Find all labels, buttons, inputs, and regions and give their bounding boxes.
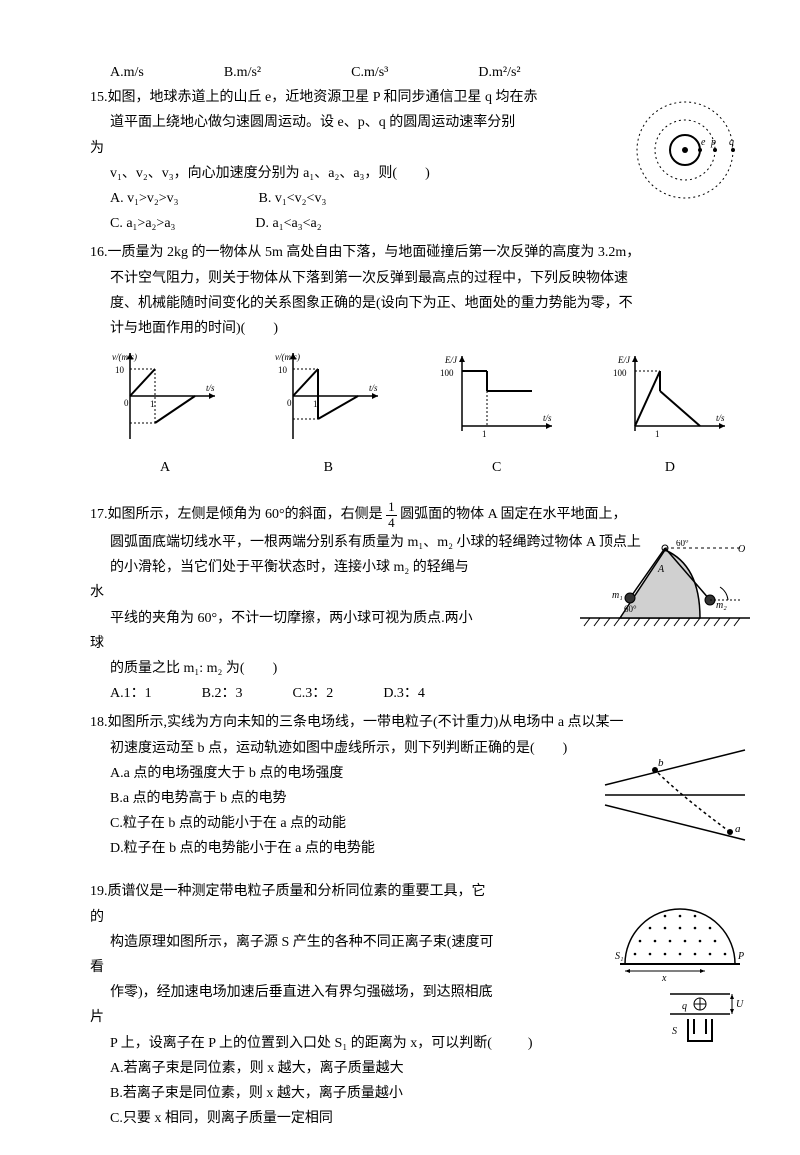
svg-text:O: O — [738, 544, 745, 555]
graph-d-label: D — [610, 455, 730, 480]
incline-diagram: 60° A m₁ m₂ 60° O — [580, 540, 750, 630]
svg-text:100: 100 — [440, 368, 454, 378]
q15-opts-cd: C. a₁>a₂>a₃ D. a₁<a₃<a₂ — [110, 211, 730, 236]
q17-opt-a: A.1：1 — [110, 681, 152, 706]
svg-text:100: 100 — [613, 368, 627, 378]
q17-opt-b: B.2：3 — [202, 681, 243, 706]
svg-text:60°: 60° — [624, 604, 637, 614]
graph-c: E/J t/s 100 1 C — [437, 351, 557, 480]
svg-text:E/J: E/J — [617, 355, 631, 365]
svg-text:b: b — [658, 757, 664, 769]
svg-text:q: q — [682, 1001, 687, 1012]
svg-text:A: A — [657, 564, 665, 575]
q16-l3: 度、机械能随时间变化的关系图象正确的是(设向下为正、地面处的重力势能为零，不 — [90, 291, 730, 316]
svg-text:60°: 60° — [676, 540, 689, 548]
field-lines-diagram: a b — [600, 740, 750, 850]
q17-opt-d: D.3：4 — [383, 681, 425, 706]
svg-text:0: 0 — [287, 398, 292, 408]
svg-text:S: S — [672, 1026, 677, 1037]
q17-l5: 的质量之比 m₁: m₂ 为( ) — [90, 656, 730, 681]
opt-b: B.m/s² — [224, 60, 261, 85]
q19-opt-a: A.若离子束是同位素，则 x 越大，离子质量越大 — [90, 1056, 730, 1081]
svg-text:t/s: t/s — [369, 383, 378, 393]
q15-opt-d: D. a₁<a₃<a₂ — [255, 211, 321, 236]
svg-text:U: U — [736, 999, 744, 1010]
svg-text:10: 10 — [115, 365, 125, 375]
q16-l2: 不计空气阻力，则关于物体从下落到第一次反弹到最高点的过程中，下列反映物体速 — [90, 266, 730, 291]
graph-a-label: A — [110, 455, 220, 480]
svg-text:S₁: S₁ — [615, 951, 623, 962]
q17-options: A.1：1 B.2：3 C.3：2 D.3：4 — [110, 681, 730, 706]
q18-l1: 18.如图所示,实线为方向未知的三条电场线，一带电粒子(不计重力)从电场中 a … — [90, 710, 730, 735]
svg-text:1: 1 — [482, 429, 487, 439]
q15-opt-c: C. a₁>a₂>a₃ — [110, 211, 175, 236]
graph-b-label: B — [273, 455, 383, 480]
q15-opt-a: A. v₁>v₂>v₃ — [110, 186, 179, 211]
svg-text:x: x — [661, 973, 667, 984]
q16-l1: 16.一质量为 2kg 的一物体从 5m 高处自由下落，与地面碰撞后第一次反弹的… — [90, 240, 730, 265]
q17-opt-c: C.3：2 — [292, 681, 333, 706]
q16-graphs: v/(m/s) t/s 10 0 1 A v/(m/s) t/s — [110, 351, 730, 480]
q15-opt-b: B. v₁<v₂<v₃ — [259, 186, 327, 211]
opt-d: D.m²/s² — [478, 60, 520, 85]
q17: 17.如图所示，左侧是倾角为 60°的斜面，右侧是 1 4 圆弧面的物体 A 固… — [90, 500, 730, 706]
orbit-diagram: e p q — [630, 95, 750, 205]
q14-options: A.m/s B.m/s² C.m/s³ D.m²/s² — [110, 60, 730, 85]
svg-text:E/J: E/J — [444, 355, 458, 365]
svg-text:P: P — [737, 951, 744, 962]
mass-spec-diagram: S₁ P x q U S — [610, 899, 750, 1049]
svg-text:t/s: t/s — [206, 383, 215, 393]
svg-text:10: 10 — [278, 365, 288, 375]
q17-l1: 17.如图所示，左侧是倾角为 60°的斜面，右侧是 1 4 圆弧面的物体 A 固… — [90, 500, 730, 530]
svg-text:e: e — [701, 137, 706, 148]
q16-l4: 计与地面作用的时间)( ) — [90, 316, 730, 341]
q15: 15.如图，地球赤道上的山丘 e，近地资源卫星 P 和同步通信卫星 q 均在赤 … — [90, 85, 730, 236]
svg-text:v/(m/s): v/(m/s) — [112, 352, 137, 362]
svg-text:a: a — [735, 823, 741, 835]
svg-text:v/(m/s): v/(m/s) — [275, 352, 300, 362]
q16: 16.一质量为 2kg 的一物体从 5m 高处自由下落，与地面碰撞后第一次反弹的… — [90, 240, 730, 480]
opt-a: A.m/s — [110, 60, 144, 85]
svg-text:m₂: m₂ — [716, 600, 727, 611]
graph-b: v/(m/s) t/s 10 0 1 B — [273, 351, 383, 480]
svg-text:t/s: t/s — [716, 413, 725, 423]
q19-opt-c: C.只要 x 相同，则离子质量一定相同 — [90, 1106, 730, 1131]
svg-text:q: q — [729, 137, 734, 148]
q19: 19.质谱仪是一种测定带电粒子质量和分析同位素的重要工具，它 的 构造原理如图所… — [90, 879, 730, 1131]
graph-c-label: C — [437, 455, 557, 480]
q19-paren: ) — [528, 1036, 533, 1051]
svg-text:t/s: t/s — [543, 413, 552, 423]
svg-text:1: 1 — [150, 399, 155, 409]
q18: 18.如图所示,实线为方向未知的三条电场线，一带电粒子(不计重力)从电场中 a … — [90, 710, 730, 861]
svg-text:1: 1 — [313, 399, 318, 409]
q19-opt-b: B.若离子束是同位素，则 x 越大，离子质量越小 — [90, 1081, 730, 1106]
graph-d: E/J t/s 100 1 D — [610, 351, 730, 480]
svg-text:0: 0 — [124, 398, 129, 408]
q17-l4b: 球 — [90, 631, 730, 656]
svg-text:1: 1 — [655, 429, 660, 439]
fraction-14: 1 4 — [386, 500, 397, 530]
svg-text:p: p — [710, 137, 716, 148]
svg-text:m₁: m₁ — [612, 590, 623, 601]
opt-c: C.m/s³ — [351, 60, 388, 85]
graph-a: v/(m/s) t/s 10 0 1 A — [110, 351, 220, 480]
